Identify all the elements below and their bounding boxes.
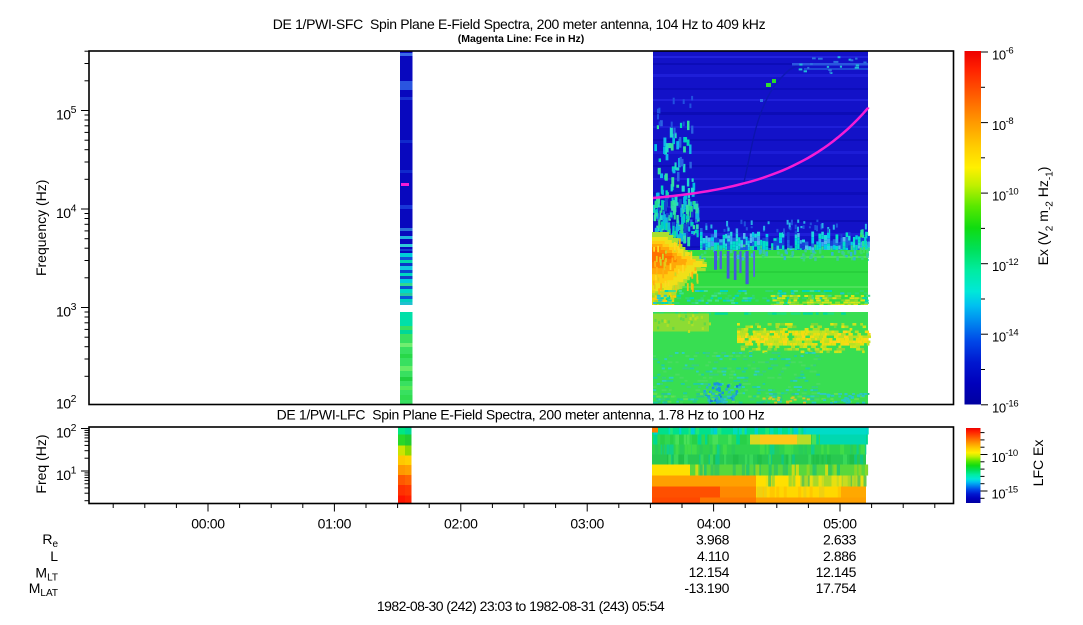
- svg-text:03:00: 03:00: [570, 516, 604, 532]
- svg-text:(Magenta Line: Fce in Hz): (Magenta Line: Fce in Hz): [458, 33, 585, 45]
- svg-text:12.154: 12.154: [689, 564, 730, 580]
- svg-text:DE 1/PWI-SFC Spin Plane E-Fie: DE 1/PWI-SFC Spin Plane E-Field Spectra,…: [273, 16, 766, 32]
- svg-text:05:00: 05:00: [823, 516, 857, 532]
- svg-text:2.886: 2.886: [823, 548, 857, 564]
- svg-text:DE 1/PWI-LFC Spin Plane E-Fie: DE 1/PWI-LFC Spin Plane E-Field Spectra,…: [277, 407, 765, 423]
- svg-text:04:00: 04:00: [697, 516, 731, 532]
- svg-text:4.110: 4.110: [697, 548, 730, 564]
- svg-text:01:00: 01:00: [318, 516, 352, 532]
- svg-text:02:00: 02:00: [444, 516, 478, 532]
- svg-text:12.145: 12.145: [816, 564, 857, 580]
- svg-text:1982-08-30 (242) 23:03 to 1982: 1982-08-30 (242) 23:03 to 1982-08-31 (24…: [377, 598, 665, 614]
- svg-text:17.754: 17.754: [816, 580, 857, 596]
- svg-text:-13.190: -13.190: [684, 580, 729, 596]
- svg-text:LFC Ex: LFC Ex: [1030, 440, 1046, 487]
- svg-text:Frequency (Hz): Frequency (Hz): [33, 180, 49, 276]
- svg-text:3.968: 3.968: [696, 532, 730, 548]
- svg-text:Freq (Hz): Freq (Hz): [33, 434, 49, 493]
- svg-text:00:00: 00:00: [191, 516, 225, 532]
- svg-text:2.633: 2.633: [823, 532, 857, 548]
- svg-text:L: L: [50, 548, 58, 564]
